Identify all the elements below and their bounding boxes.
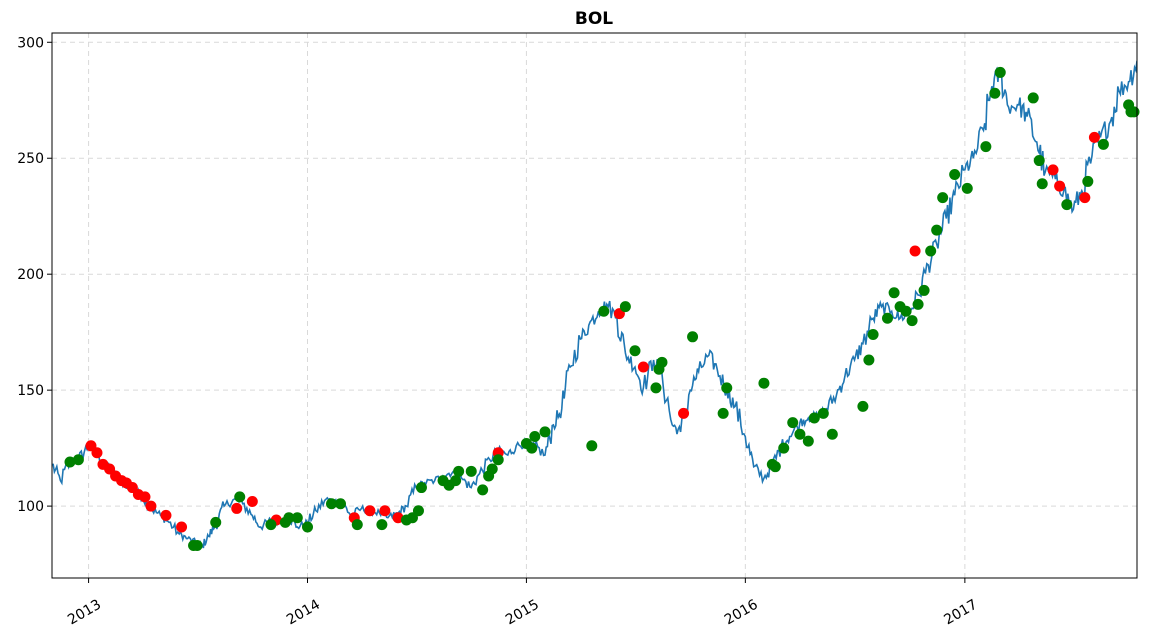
buy-marker (412, 505, 424, 517)
buy-marker (210, 516, 222, 528)
y-tick-label: 100 (17, 499, 44, 515)
sell-marker (364, 505, 376, 517)
buy-marker (888, 287, 900, 299)
buy-marker (918, 284, 930, 296)
sell-marker (379, 505, 391, 517)
buy-marker (1097, 138, 1109, 150)
buy-marker (717, 407, 729, 419)
buy-marker (492, 454, 504, 466)
buy-marker (302, 521, 314, 533)
sell-marker (1088, 131, 1100, 143)
buy-marker (802, 435, 814, 447)
y-tick-label: 200 (17, 267, 44, 283)
sell-marker (160, 509, 172, 521)
buy-marker (900, 305, 912, 317)
buy-marker (334, 498, 346, 510)
sell-marker (1054, 180, 1066, 192)
buy-marker (486, 463, 498, 475)
buy-marker (787, 417, 799, 429)
buy-marker (867, 328, 879, 340)
buy-marker (980, 141, 992, 153)
buy-marker (539, 426, 551, 438)
price-line (52, 60, 1137, 549)
sell-marker (145, 500, 157, 512)
buy-marker (817, 407, 829, 419)
buy-marker (265, 519, 277, 531)
sell-marker (909, 245, 921, 257)
buy-marker (931, 224, 943, 236)
buy-marker (1036, 178, 1048, 190)
buy-marker (808, 412, 820, 424)
buy-marker (721, 382, 733, 394)
buy-marker (1027, 92, 1039, 104)
buy-marker (1061, 199, 1073, 211)
buy-marker (376, 519, 388, 531)
buy-marker (1033, 155, 1045, 167)
buy-marker (994, 66, 1006, 78)
buy-marker (863, 354, 875, 366)
buy-marker (758, 377, 770, 389)
sell-marker (1079, 192, 1091, 204)
buy-markers-group (64, 66, 1140, 552)
grid-lines (52, 33, 1137, 578)
buy-marker (234, 491, 246, 503)
sell-marker (91, 447, 103, 459)
buy-marker (283, 512, 295, 524)
buy-marker (477, 484, 489, 496)
sell-marker (392, 512, 404, 524)
buy-marker (453, 465, 465, 477)
buy-marker (912, 298, 924, 310)
buy-marker (291, 512, 303, 524)
plot-frame (51, 32, 1138, 579)
y-tick-label: 300 (17, 35, 44, 51)
buy-marker (629, 345, 641, 357)
buy-marker (769, 461, 781, 473)
buy-marker (687, 331, 699, 343)
buy-marker (191, 540, 203, 552)
buy-marker (826, 428, 838, 440)
buy-marker (857, 400, 869, 412)
buy-marker (325, 498, 337, 510)
y-axis: 100 150 200 250 300 (17, 35, 52, 515)
buy-marker (906, 315, 918, 327)
buy-marker (961, 182, 973, 194)
buy-marker (1128, 106, 1140, 118)
buy-marker (989, 87, 1001, 99)
buy-marker (925, 245, 937, 257)
buy-marker (415, 482, 427, 494)
buy-marker (949, 168, 961, 180)
buy-marker (778, 442, 790, 454)
buy-marker (598, 305, 610, 317)
buy-marker (72, 454, 84, 466)
buy-marker (794, 428, 806, 440)
sell-marker (246, 495, 258, 507)
buy-marker (881, 312, 893, 324)
sell-marker (231, 502, 243, 514)
buy-marker (1082, 175, 1094, 187)
buy-marker (650, 382, 662, 394)
sell-marker (176, 521, 188, 533)
price-line-group (52, 60, 1137, 549)
y-tick-label: 150 (17, 383, 44, 399)
sell-marker (139, 491, 151, 503)
sell-marker (637, 361, 649, 373)
chart-title: BOL (575, 9, 613, 29)
buy-marker (656, 356, 668, 368)
sell-marker (1047, 164, 1059, 176)
buy-marker (529, 431, 541, 443)
buy-marker (351, 519, 363, 531)
buy-marker (937, 192, 949, 204)
buy-marker (465, 465, 477, 477)
buy-marker (619, 301, 631, 313)
buy-marker (64, 456, 76, 468)
y-tick-label: 250 (17, 151, 44, 167)
buy-marker (526, 442, 538, 454)
buy-marker (586, 440, 598, 452)
sell-marker (678, 407, 690, 419)
buy-marker (450, 475, 462, 487)
